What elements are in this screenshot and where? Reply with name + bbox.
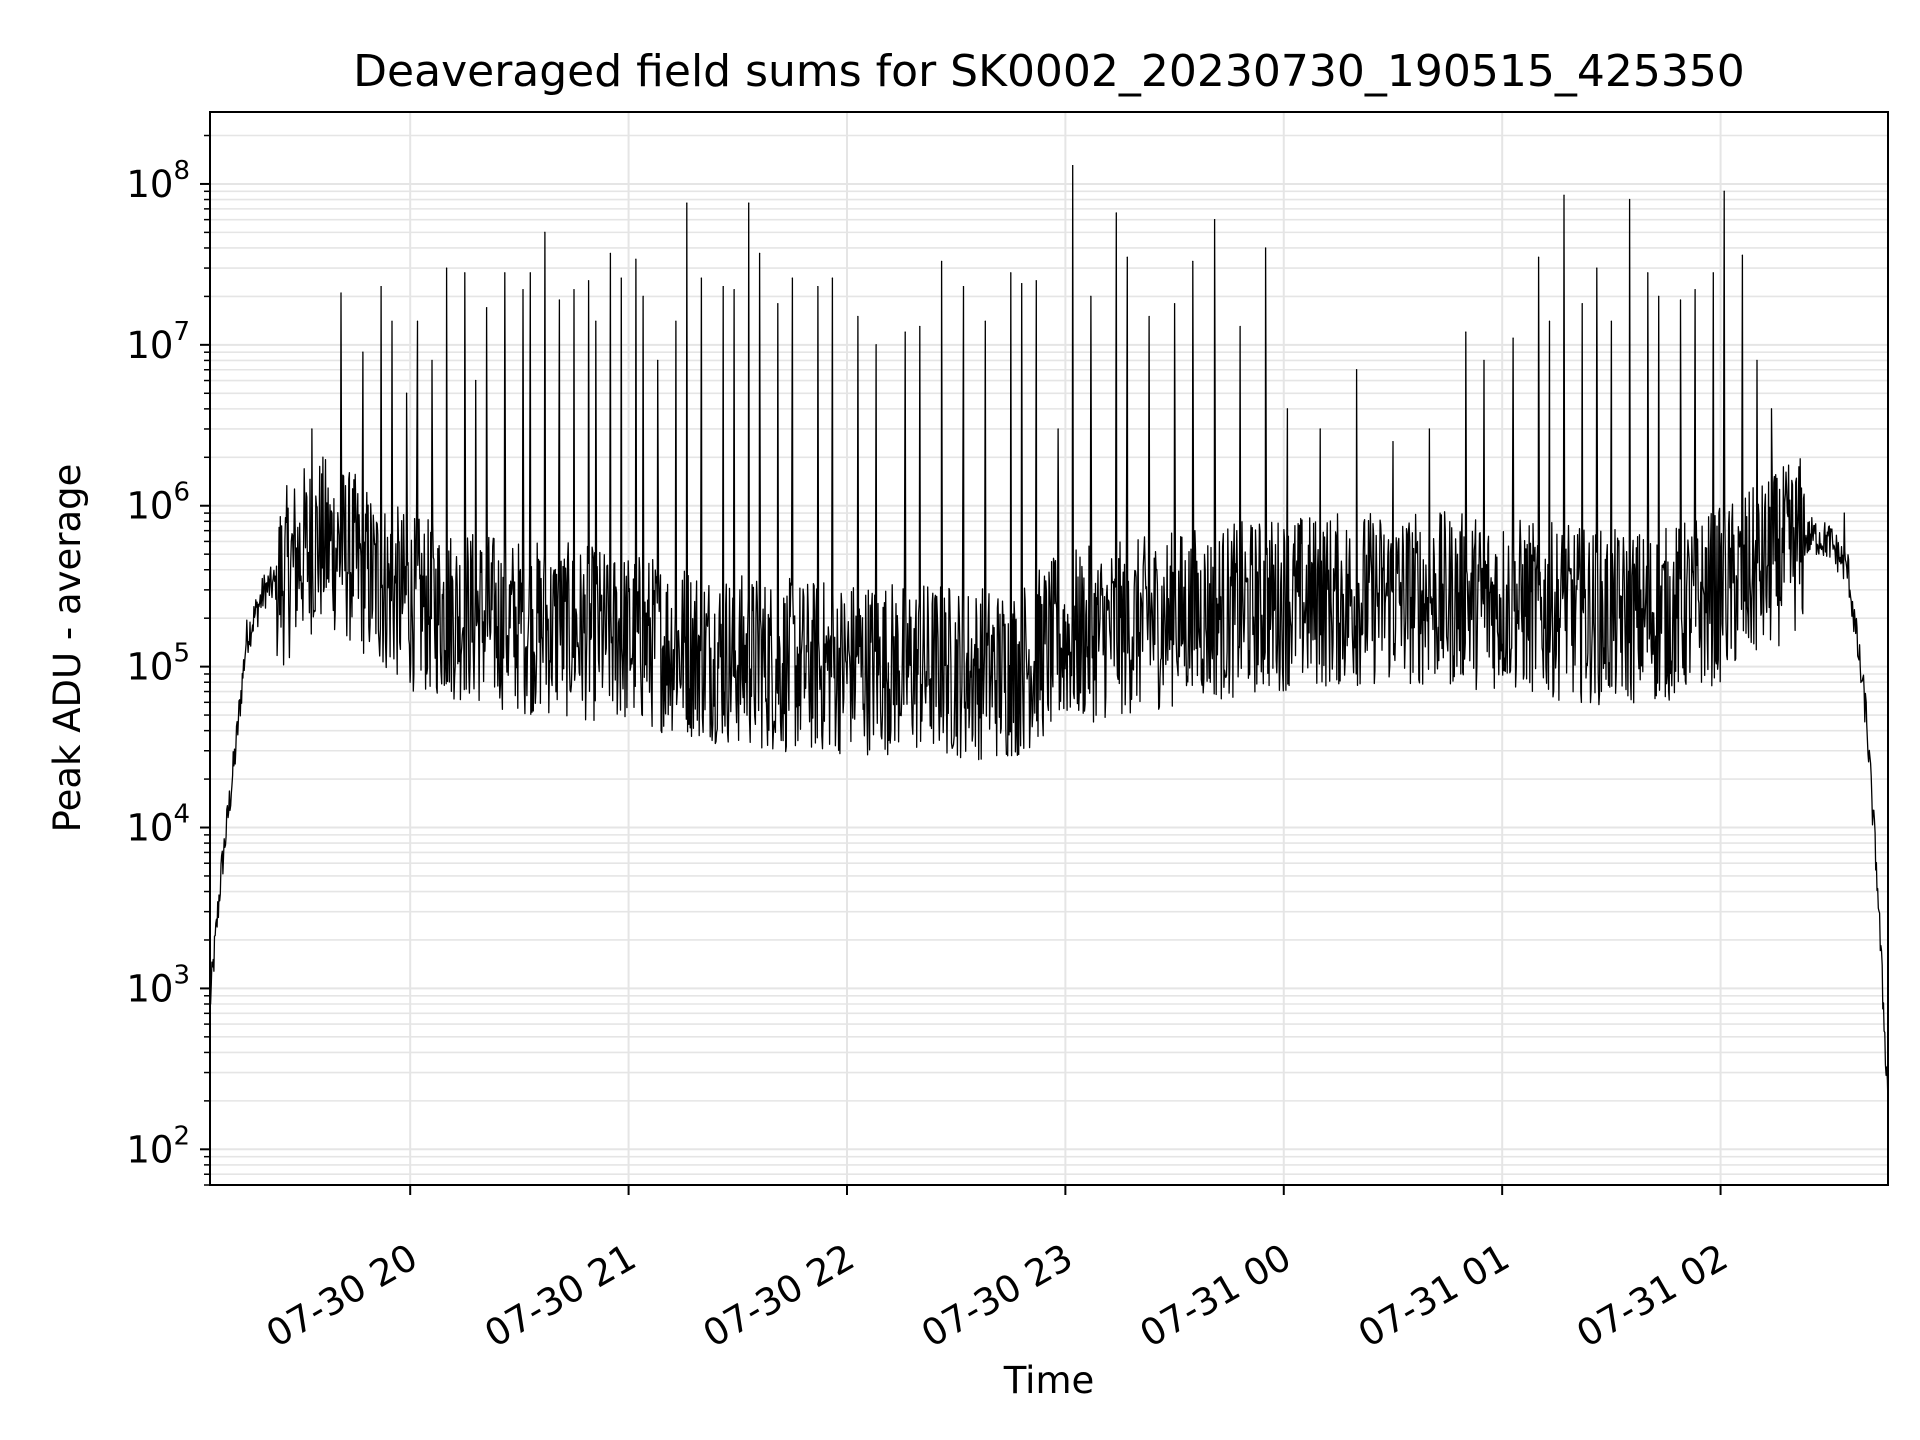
- spike-point: [1610, 320, 1612, 322]
- grid-lines: [210, 112, 1888, 1186]
- spike-point: [1035, 280, 1037, 282]
- spike-point: [1843, 512, 1845, 514]
- y-tick-label: 104: [126, 800, 190, 850]
- spike-point: [1723, 190, 1725, 192]
- spike-point: [1679, 299, 1682, 301]
- spike-point: [791, 277, 793, 279]
- spike-point: [1148, 315, 1150, 318]
- spike-point: [657, 359, 659, 362]
- spike-point: [311, 428, 313, 430]
- chart-title: Deaveraged field sums for SK0002_2023073…: [353, 46, 1745, 97]
- spike-point: [748, 202, 750, 204]
- y-tick-label: 108: [126, 156, 190, 206]
- spike-point: [431, 359, 433, 362]
- spike-point: [609, 252, 611, 255]
- spike-point: [1628, 198, 1631, 201]
- spike-point: [722, 286, 724, 288]
- spike-point: [904, 331, 906, 333]
- spike-point: [1115, 212, 1117, 214]
- y-tick-label: 106: [126, 478, 190, 528]
- spike-point: [620, 277, 622, 279]
- spike-point: [405, 392, 408, 394]
- y-tick-label: 107: [126, 317, 190, 367]
- spike-point: [522, 289, 524, 291]
- spike-point: [1756, 359, 1758, 362]
- spike-point: [984, 320, 986, 322]
- spike-point: [1286, 408, 1289, 410]
- spike-point: [486, 307, 488, 309]
- spike-point: [1658, 295, 1660, 298]
- spike-point: [595, 320, 597, 322]
- spike-point: [529, 272, 531, 274]
- spike-point: [1596, 267, 1598, 269]
- y-tick-label: 103: [126, 960, 190, 1010]
- spike-point: [675, 320, 677, 322]
- spike-point: [1057, 428, 1059, 430]
- y-tick-label: 102: [126, 1121, 190, 1171]
- spike-point: [1537, 256, 1540, 258]
- spike-point: [941, 260, 943, 263]
- spike-point: [635, 258, 637, 260]
- spike-point: [1192, 260, 1194, 263]
- spike-point: [1865, 701, 1867, 703]
- spike-point: [759, 252, 761, 255]
- spike-point: [777, 303, 779, 305]
- plot-area-frame: [209, 111, 1889, 1186]
- spike-point: [1021, 283, 1023, 285]
- spike-point: [1741, 254, 1744, 256]
- spike-point: [919, 325, 921, 328]
- spike-point: [1694, 289, 1696, 291]
- spike-point: [1264, 247, 1267, 249]
- spike-point: [1355, 369, 1358, 371]
- spike-point: [475, 379, 477, 382]
- spike-point: [445, 267, 448, 269]
- spike-point: [1770, 408, 1773, 410]
- series-line: [209, 164, 1889, 1107]
- spike-point: [857, 315, 859, 318]
- spike-point: [1072, 165, 1074, 167]
- spike-point: [817, 286, 819, 288]
- spike-point: [340, 292, 342, 294]
- spike-point: [1548, 320, 1551, 322]
- spike-point: [587, 280, 590, 282]
- series-layer: [209, 164, 1889, 1107]
- spike-point: [573, 289, 575, 291]
- spike-point: [362, 351, 364, 353]
- spike-point: [1465, 331, 1467, 333]
- spike-point: [416, 320, 419, 322]
- spike-point: [1483, 359, 1485, 362]
- x-axis-label: Time: [1003, 1359, 1095, 1402]
- spike-point: [380, 286, 382, 288]
- y-tick-label: 105: [126, 639, 190, 689]
- spike-point: [686, 202, 688, 204]
- spike-point: [544, 231, 546, 233]
- spike-point: [464, 272, 466, 274]
- spike-point: [1712, 272, 1714, 274]
- spike-point: [1214, 219, 1216, 221]
- spike-point: [1647, 272, 1649, 274]
- spike-point: [642, 295, 644, 298]
- spike-point: [831, 277, 834, 279]
- spike-point: [962, 286, 965, 288]
- spike-point: [558, 299, 561, 301]
- spike-point: [1428, 428, 1430, 430]
- spike-point: [1173, 303, 1176, 305]
- spike-point: [1239, 325, 1241, 328]
- spike-point: [1512, 337, 1514, 339]
- spike-point: [875, 344, 877, 346]
- spike-point: [391, 320, 393, 322]
- spike-point: [1392, 441, 1394, 443]
- y-axis-ticks: 102 103 104 105 106 107 108: [126, 134, 210, 1186]
- spike-point: [1563, 194, 1565, 196]
- y-axis-label: Peak ADU - average: [46, 464, 89, 833]
- spike-point: [733, 289, 735, 291]
- spike-point: [1581, 303, 1583, 305]
- spike-point: [700, 277, 702, 279]
- spike-point: [1090, 295, 1092, 298]
- spike-point: [504, 272, 506, 274]
- spike-point: [1319, 428, 1321, 430]
- spike-point: [1126, 256, 1128, 258]
- spike-point: [1010, 272, 1012, 274]
